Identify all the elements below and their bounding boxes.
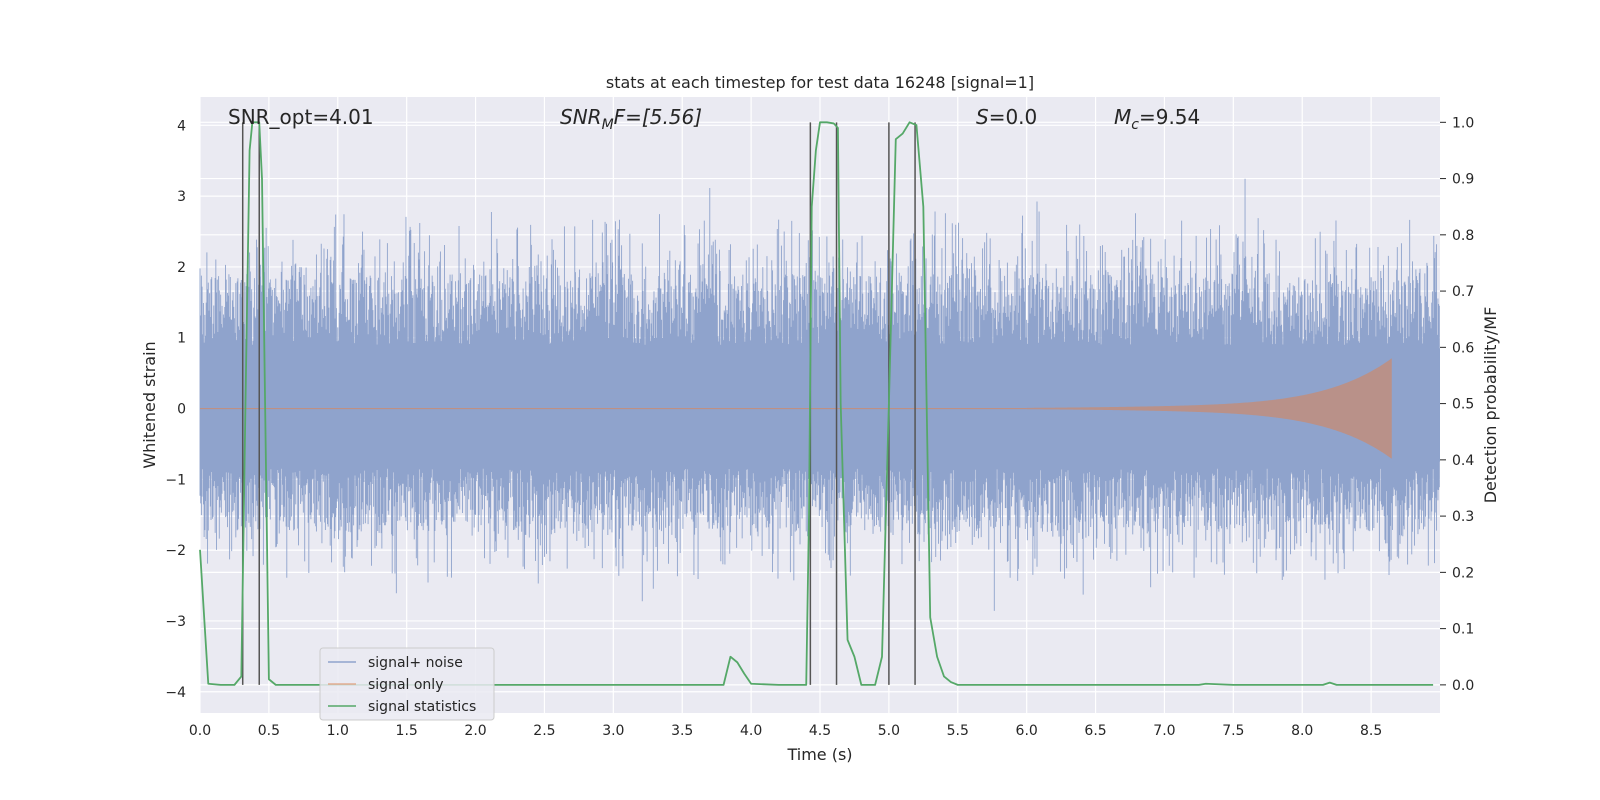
x-tick-label: 3.0 <box>602 723 624 739</box>
left-y-tick-labels: −4 −3 −2 −1 0 1 2 3 4 <box>165 118 186 700</box>
stats-line <box>199 121 1434 686</box>
legend-label-stats: signal statistics <box>368 699 476 715</box>
right-y-tick-labels: 0.0 0.1 0.2 0.3 0.4 0.5 0.6 0.7 0.8 0.9 1.0 <box>1440 115 1474 694</box>
x-tick-label: 7.0 <box>1153 723 1175 739</box>
annotation-s: S=0.0 <box>976 105 1037 129</box>
chart-title: stats at each timestep for test data 162… <box>606 73 1034 92</box>
x-tick-label: 5.0 <box>878 723 900 739</box>
right-y-tick-label: 0.7 <box>1452 284 1474 300</box>
s-value: =0.0 <box>989 105 1038 129</box>
x-tick-label: 7.5 <box>1222 723 1244 739</box>
annotation-snr-mf: SNRMF=[5.56] <box>560 105 702 133</box>
left-y-tick-label: 2 <box>177 260 186 276</box>
x-tick-label: 4.0 <box>740 723 762 739</box>
snr-mf-symbol: SNR <box>560 105 602 129</box>
signal-chirp <box>1026 358 1392 459</box>
right-y-tick-label: 0.2 <box>1452 565 1474 581</box>
left-y-tick-label: −3 <box>165 614 186 630</box>
right-y-tick-label: 1.0 <box>1452 115 1474 131</box>
right-y-tick-label: 0.6 <box>1452 340 1474 356</box>
x-tick-label: 0.5 <box>258 723 280 739</box>
right-y-tick-label: 0.8 <box>1452 228 1474 244</box>
x-axis-label: Time (s) <box>786 745 852 764</box>
right-y-tick-label: 0.1 <box>1452 622 1474 638</box>
mc-symbol: M <box>1114 105 1131 129</box>
x-tick-label: 1.0 <box>327 723 349 739</box>
x-tick-label: 3.5 <box>671 723 693 739</box>
legend-label-signal: signal only <box>368 677 443 693</box>
legend-label-noise: signal+ noise <box>368 655 463 671</box>
snr-mf-subscript: M <box>602 117 614 133</box>
stats-series <box>199 121 1434 686</box>
legend-box <box>319 647 495 721</box>
mc-value: =9.54 <box>1139 105 1200 129</box>
x-tick-label: 2.5 <box>533 723 555 739</box>
annotation-snr-opt: SNR_opt=4.01 <box>228 105 374 129</box>
x-tick-label: 8.0 <box>1291 723 1313 739</box>
left-y-tick-label: 0 <box>177 402 186 418</box>
left-y-tick-label: 4 <box>177 118 186 134</box>
mc-subscript: c <box>1131 117 1139 133</box>
left-y-tick-label: 1 <box>177 331 186 347</box>
left-y-axis-label: Whitened strain <box>140 341 159 468</box>
right-y-tick-label: 0.3 <box>1452 509 1474 525</box>
legend: signal+ noise signal only signal statist… <box>319 647 495 721</box>
right-y-tick-label: 0.4 <box>1452 453 1474 469</box>
x-tick-label: 0.0 <box>189 723 211 739</box>
x-tick-label: 1.5 <box>396 723 418 739</box>
x-tick-label: 2.0 <box>464 723 486 739</box>
left-y-tick-label: −2 <box>165 543 186 559</box>
left-y-tick-label: −1 <box>165 472 186 488</box>
left-y-tick-label: −4 <box>165 685 186 701</box>
right-y-tick-label: 0.5 <box>1452 397 1474 413</box>
x-tick-label: 4.5 <box>809 723 831 739</box>
snr-mf-value: F=[5.56] <box>614 105 702 129</box>
x-tick-label: 6.0 <box>1016 723 1038 739</box>
x-tick-labels: 0.0 0.5 1.0 1.5 2.0 2.5 3.0 3.5 4.0 4.5 5.0 5.5 6.0 6… <box>189 723 1382 739</box>
x-tick-label: 6.5 <box>1084 723 1106 739</box>
right-y-axis-label: Detection probability/MF <box>1481 307 1500 504</box>
x-tick-label: 8.5 <box>1360 723 1382 739</box>
x-tick-label: 5.5 <box>947 723 969 739</box>
right-y-tick-label: 0.9 <box>1452 172 1474 188</box>
annotation-mc: Mc=9.54 <box>1114 105 1200 133</box>
right-y-tick-label: 0.0 <box>1452 678 1474 694</box>
left-y-tick-label: 3 <box>177 189 186 205</box>
s-symbol: S <box>976 105 989 129</box>
